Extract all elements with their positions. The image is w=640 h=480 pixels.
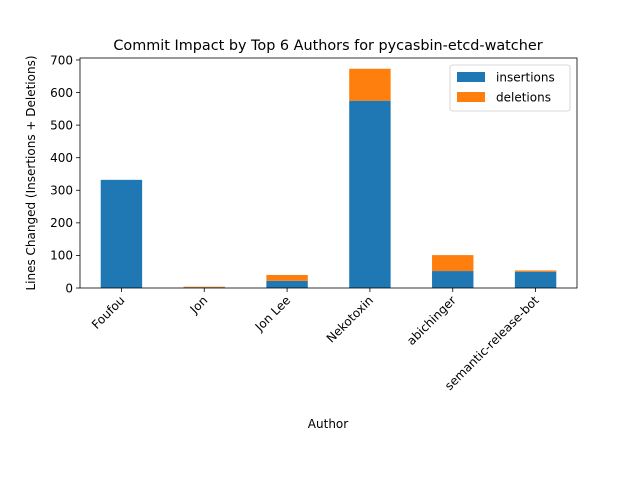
legend-label-insertions: insertions [496, 71, 555, 85]
legend: insertions deletions [449, 64, 571, 112]
axes-frame [79, 57, 578, 289]
y-tick-label: 0 [65, 281, 73, 295]
y-tick-label: 400 [50, 151, 73, 165]
bar-deletions-3 [349, 68, 391, 101]
chart-title: Commit Impact by Top 6 Authors for pycas… [113, 38, 542, 54]
bar-insertions-2 [266, 280, 308, 288]
y-tick-label: 500 [50, 118, 73, 132]
bar-insertions-0 [100, 179, 143, 288]
bar-deletions-5 [514, 270, 557, 272]
bar-insertions-5 [514, 271, 557, 288]
y-tick-label: 200 [50, 216, 73, 230]
legend-label-deletions: deletions [496, 91, 551, 105]
y-tick-label: 300 [50, 184, 73, 198]
y-tick-label: 100 [50, 249, 73, 263]
bar-deletions-1 [183, 286, 225, 288]
bar-deletions-2 [266, 274, 308, 281]
y-tick-label: 700 [50, 53, 73, 67]
bar-insertions-4 [432, 271, 474, 288]
legend-swatch-deletions [457, 92, 485, 102]
legend-swatch-insertions [457, 72, 485, 82]
bar-deletions-4 [432, 255, 474, 272]
bar-insertions-3 [349, 100, 391, 289]
x-axis-label: Author [308, 417, 348, 431]
y-axis-label: Lines Changed (Insertions + Deletions) [24, 55, 38, 290]
y-tick-label: 600 [50, 86, 73, 100]
